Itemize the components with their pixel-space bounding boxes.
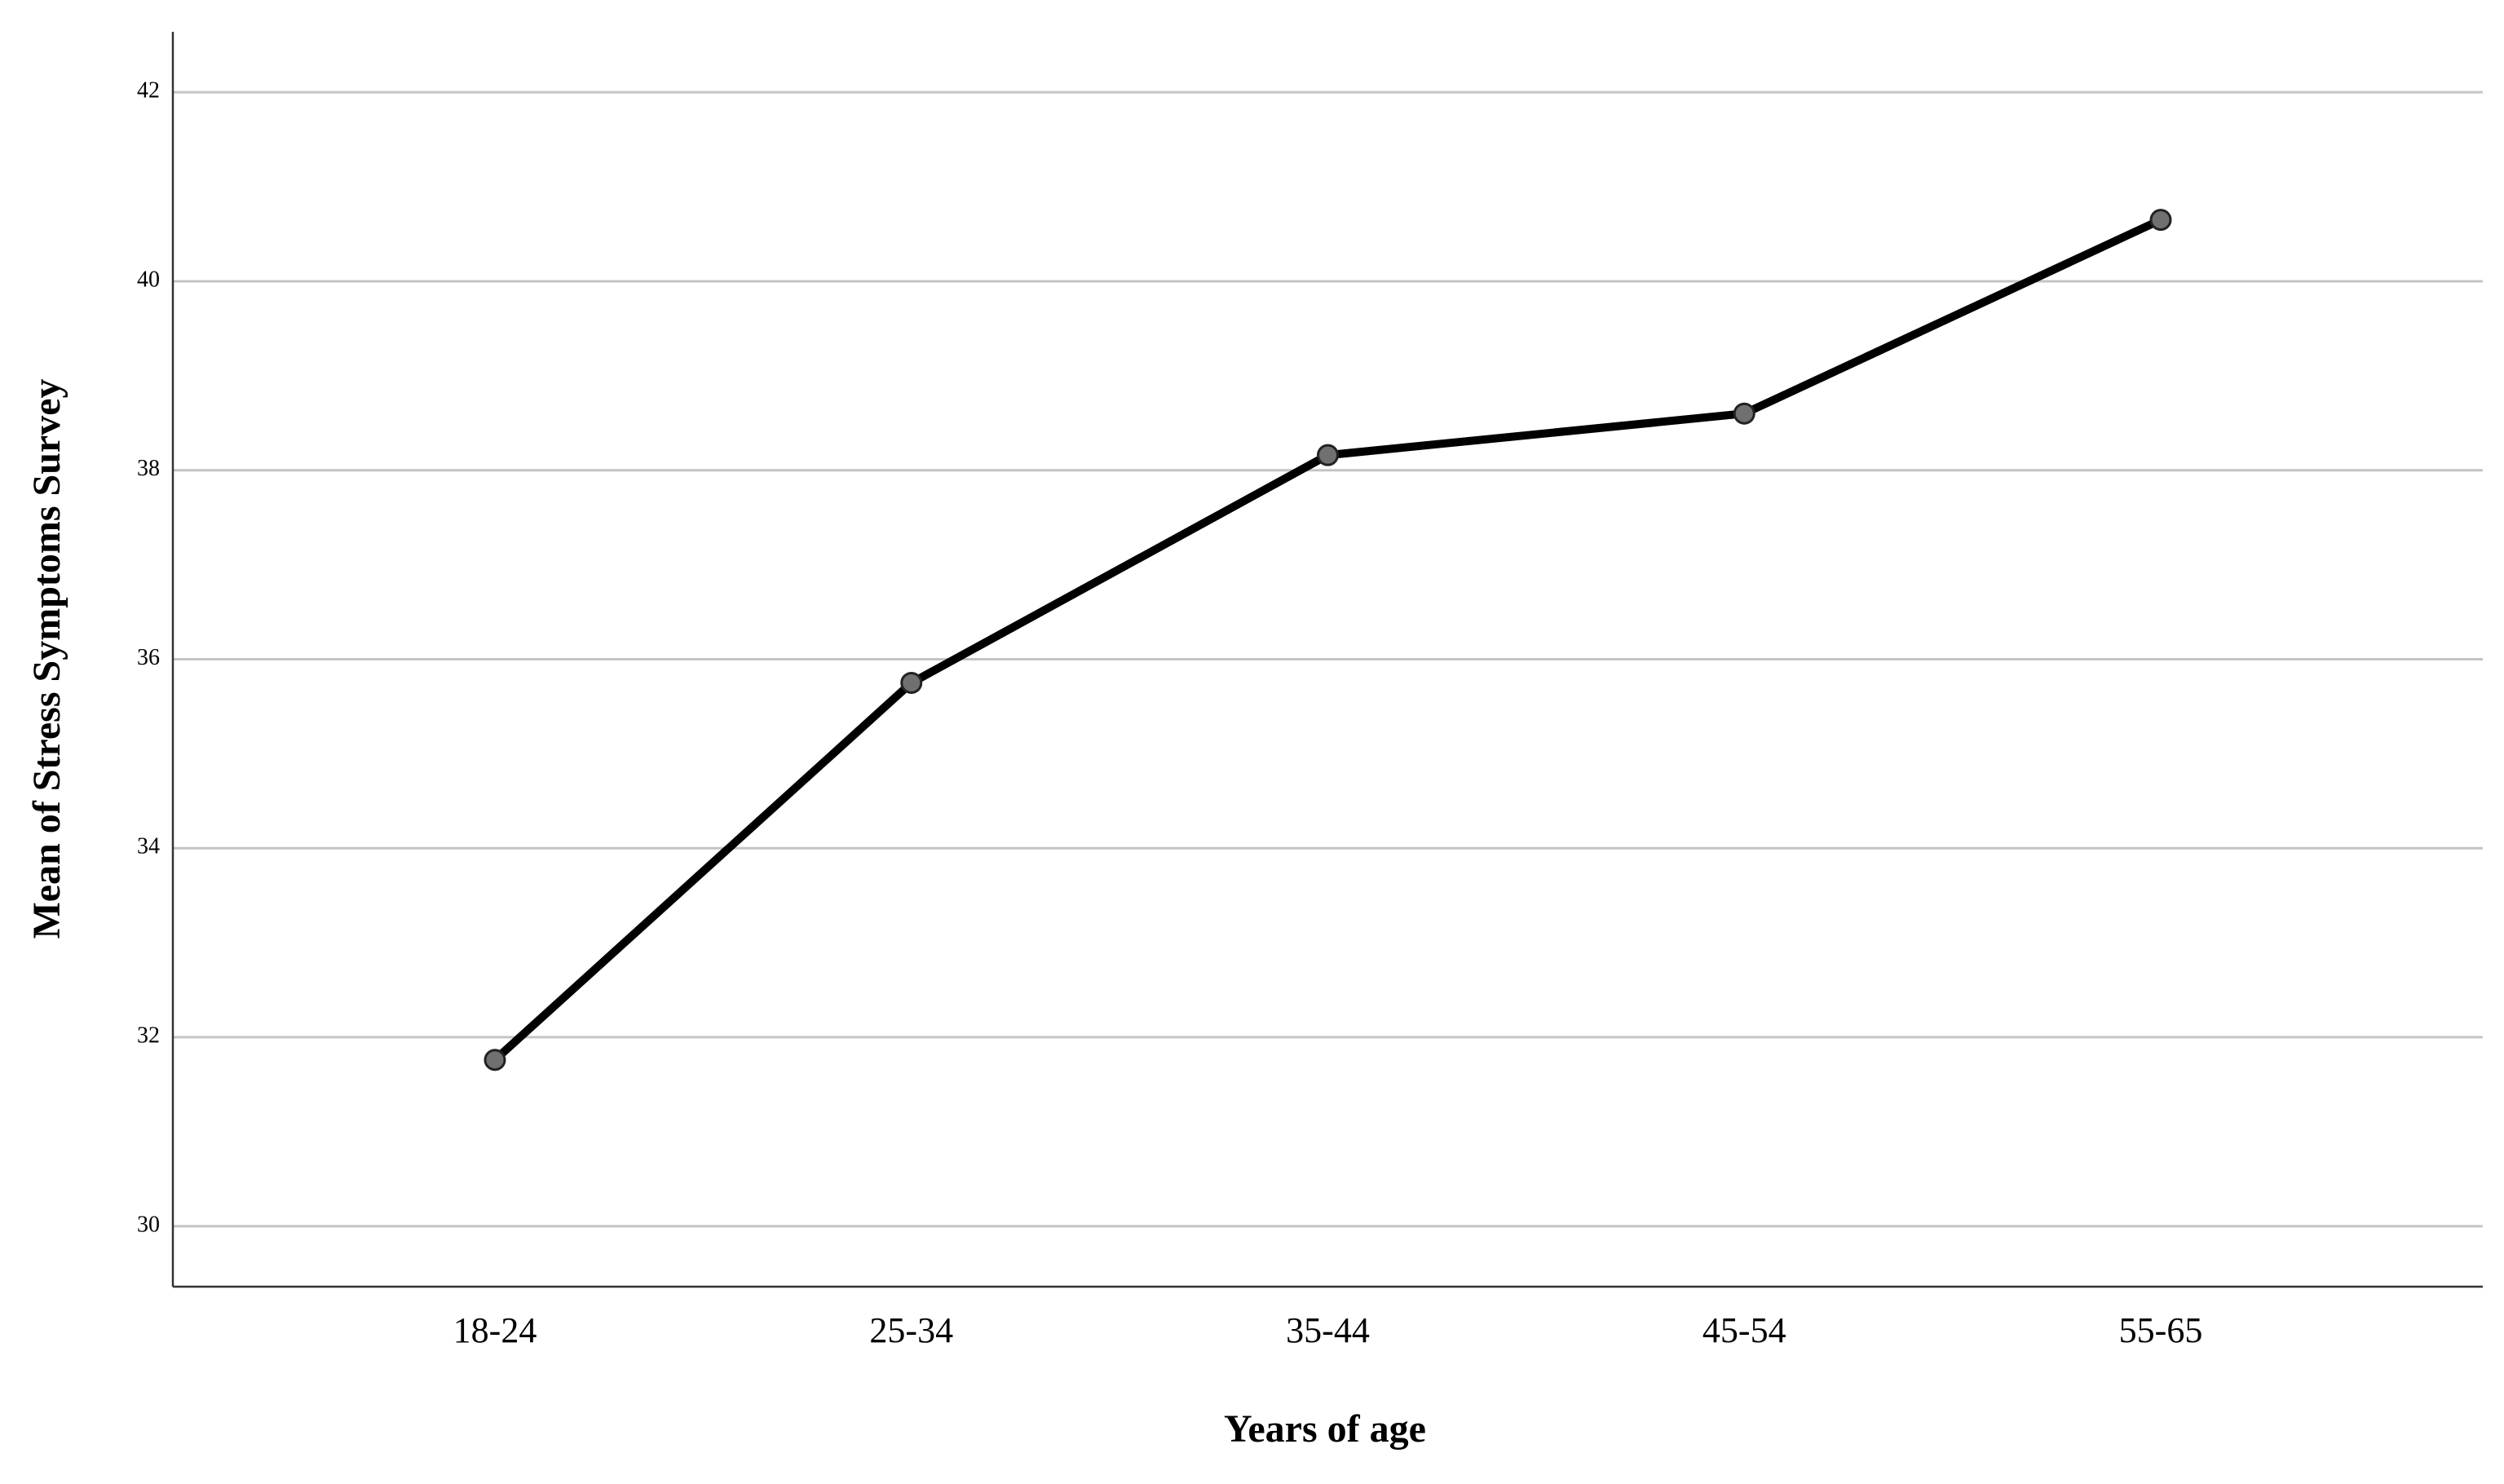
x-tick-label: 55-65 bbox=[2119, 1310, 2203, 1350]
y-tick-label: 36 bbox=[137, 645, 160, 670]
y-tick-label: 42 bbox=[137, 78, 160, 104]
y-tick-label: 40 bbox=[137, 267, 160, 292]
marker bbox=[2149, 209, 2172, 232]
x-tick-label: 25-34 bbox=[869, 1310, 953, 1350]
line bbox=[492, 216, 2163, 1063]
x-axis-title: Years of age bbox=[1224, 1407, 1426, 1451]
y-axis-title: Mean of Stress Symptoms Survey bbox=[25, 378, 68, 939]
marker bbox=[484, 1049, 506, 1071]
marker bbox=[1317, 444, 1339, 466]
y-tick-label: 34 bbox=[137, 834, 160, 859]
y-tick-label: 32 bbox=[137, 1022, 160, 1048]
marker bbox=[900, 671, 923, 694]
x-tick-label: 35-44 bbox=[1286, 1310, 1370, 1350]
y-tick-label: 30 bbox=[137, 1212, 160, 1237]
x-tick-label: 18-24 bbox=[453, 1310, 537, 1350]
x-tick-label: 45-54 bbox=[1702, 1310, 1786, 1350]
y-tick-label: 38 bbox=[137, 456, 160, 481]
marker bbox=[1733, 402, 1755, 425]
